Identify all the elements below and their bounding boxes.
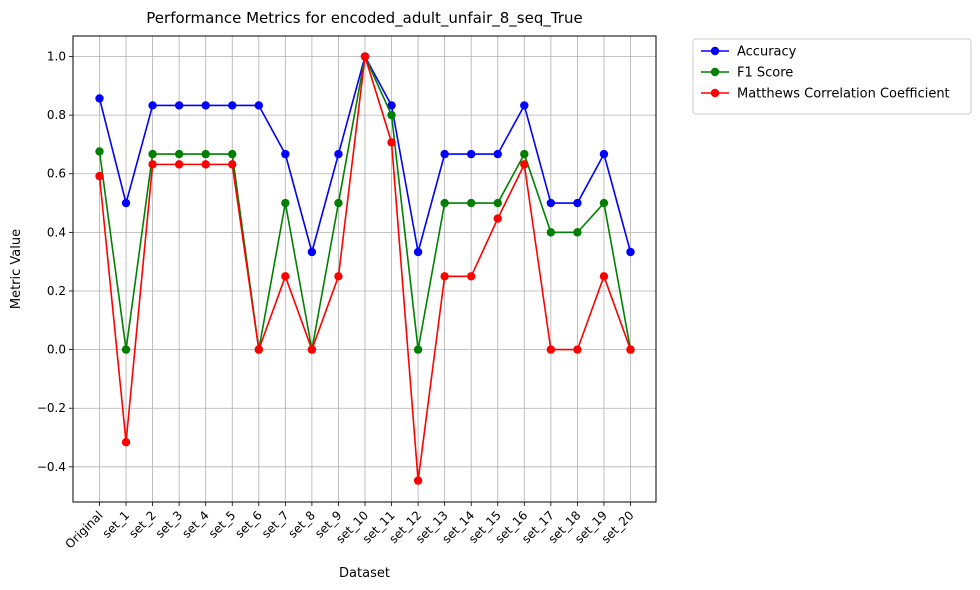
- legend-label: F1 Score: [737, 66, 793, 81]
- legend-label: Accuracy: [737, 45, 797, 60]
- y-tick-label: 0.6: [47, 167, 66, 181]
- data-point: [121, 438, 131, 447]
- data-point: [228, 160, 237, 169]
- data-point: [546, 228, 556, 237]
- data-point: [334, 272, 343, 281]
- y-tick-label: −0.2: [37, 401, 66, 415]
- data-point: [334, 198, 343, 208]
- data-point: [387, 101, 396, 110]
- data-point: [201, 101, 210, 110]
- y-axis-label: Metric Value: [9, 229, 24, 309]
- data-point: [387, 110, 396, 120]
- data-point: [599, 272, 609, 281]
- data-point: [281, 149, 290, 159]
- data-point: [95, 171, 104, 181]
- legend-item: F1 Score: [701, 66, 793, 81]
- y-tick-label: 0.8: [47, 108, 66, 122]
- data-point: [334, 149, 343, 159]
- legend-box: [692, 38, 972, 115]
- legend-marker: [710, 46, 720, 56]
- y-tick-label: 0.2: [47, 284, 66, 298]
- data-point: [281, 272, 290, 281]
- data-point: [228, 101, 237, 110]
- data-point: [148, 160, 157, 169]
- legend-item: Accuracy: [701, 45, 797, 60]
- data-point: [467, 149, 476, 159]
- x-tick-label: set_7: [259, 508, 292, 541]
- x-tick-label: Original: [63, 508, 106, 551]
- legend: Accuracy F1 Score Matthews Correlation Coe…: [692, 38, 972, 115]
- data-point: [201, 149, 210, 159]
- legend-label: Matthews Correlation Coefficient: [737, 87, 950, 102]
- data-point: [493, 214, 502, 223]
- data-point: [440, 198, 449, 208]
- data-point: [307, 345, 317, 354]
- legend-marker: [710, 67, 720, 77]
- data-point: [520, 160, 529, 169]
- data-point: [573, 228, 582, 237]
- x-tick-label: set_1: [100, 508, 133, 541]
- y-tick-label: 0.4: [47, 225, 66, 239]
- data-point: [467, 198, 476, 208]
- chart-title: Performance Metrics for encoded_adult_un…: [146, 9, 582, 28]
- data-point: [121, 345, 131, 354]
- data-point: [281, 198, 290, 208]
- legend-item: Matthews Correlation Coefficient: [701, 87, 950, 102]
- y-tick-label: −0.4: [37, 460, 66, 474]
- data-point: [413, 345, 423, 354]
- data-point: [174, 149, 184, 159]
- data-point: [201, 160, 210, 169]
- x-tick-label: set_5: [206, 508, 239, 541]
- x-tick-label: set_3: [153, 508, 186, 541]
- data-point: [546, 198, 556, 208]
- data-point: [307, 247, 317, 257]
- data-point: [254, 345, 263, 354]
- data-point: [413, 247, 423, 257]
- data-point: [573, 198, 582, 208]
- y-tick-label: 1.0: [47, 50, 66, 64]
- data-point: [440, 272, 449, 281]
- data-point: [520, 101, 529, 110]
- data-point: [95, 147, 104, 156]
- data-point: [121, 198, 131, 208]
- series-matthews-correlation-coefficient: [95, 52, 635, 485]
- data-point: [228, 149, 237, 159]
- data-point: [546, 345, 556, 354]
- data-point: [599, 198, 609, 208]
- y-axis: −0.4 −0.2 0.0 0.2 0.4 0.6 0.8 1.0: [37, 50, 73, 474]
- data-point: [148, 149, 157, 159]
- data-point: [467, 272, 476, 281]
- data-point: [387, 138, 396, 147]
- data-point: [626, 247, 635, 257]
- data-point: [493, 149, 502, 159]
- grid-lines: [73, 36, 656, 502]
- data-point: [440, 149, 449, 159]
- x-tick-label: set_2: [126, 508, 159, 541]
- data-point: [174, 160, 184, 169]
- x-tick-label: set_6: [232, 508, 265, 541]
- data-point: [95, 94, 104, 103]
- data-point: [599, 149, 609, 159]
- x-tick-label: set_8: [286, 508, 319, 541]
- data-point: [493, 198, 502, 208]
- data-point: [626, 345, 635, 354]
- series-layer: [95, 52, 635, 485]
- data-point: [254, 101, 263, 110]
- x-tick-label: set_4: [179, 508, 212, 541]
- data-point: [148, 101, 157, 110]
- legend-marker: [710, 88, 720, 98]
- plot-frame: [72, 35, 657, 503]
- data-point: [520, 149, 529, 159]
- y-tick-label: 0.0: [47, 343, 66, 357]
- data-point: [413, 476, 423, 485]
- data-point: [360, 52, 370, 61]
- data-point: [174, 101, 184, 110]
- x-axis-label: Dataset: [339, 566, 390, 581]
- data-point: [573, 345, 582, 354]
- x-axis: Originalset_1set_2set_3set_4set_5set_6se…: [63, 502, 637, 551]
